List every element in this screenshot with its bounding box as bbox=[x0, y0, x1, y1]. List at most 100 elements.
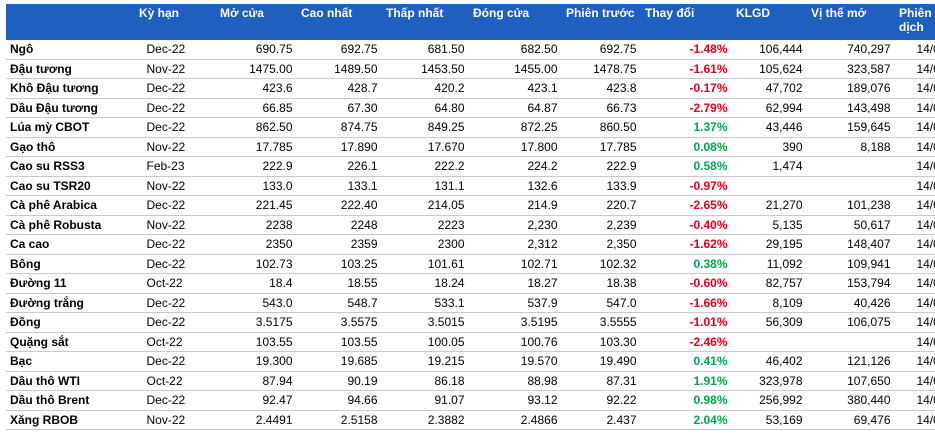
commodity-price-table: Kỳ hạn Mở cửa Cao nhất Thấp nhất Đóng cử… bbox=[6, 4, 935, 430]
cell-close: 224.2 bbox=[468, 156, 562, 177]
cell-low: 214.05 bbox=[381, 195, 469, 216]
cell-open-interest bbox=[806, 332, 895, 352]
cell-trading-date: 14/09/2022 bbox=[894, 332, 935, 352]
cell-close: 2,312 bbox=[468, 234, 562, 255]
cell-volume: 390 bbox=[731, 137, 807, 157]
cell-high: 94.66 bbox=[296, 390, 382, 411]
cell-open-interest: 323,587 bbox=[806, 59, 895, 79]
cell-volume: 21,270 bbox=[731, 195, 807, 216]
cell-close: 100.76 bbox=[468, 332, 562, 352]
cell-close: 19.570 bbox=[468, 351, 562, 372]
cell-high: 428.7 bbox=[296, 78, 382, 99]
cell-trading-date: 14/09/2022 bbox=[894, 137, 935, 157]
cell-open: 18.4 bbox=[215, 273, 297, 294]
table-body: Ngô Dec-22 690.75 692.75 681.50 682.50 692.75-… bbox=[6, 40, 935, 430]
cell-trading-date: 14/09/2022 bbox=[894, 293, 935, 313]
cell-close: 2,230 bbox=[468, 215, 562, 235]
cell-low: 17.670 bbox=[381, 137, 469, 157]
table-row: Bông Dec-22 102.73 103.25 101.61 102.71 102.32… bbox=[6, 254, 935, 274]
cell-term: Dec-22 bbox=[134, 390, 216, 411]
cell-high: 2359 bbox=[296, 234, 382, 255]
table-header: Kỳ hạn Mở cửa Cao nhất Thấp nhất Đóng cử… bbox=[6, 4, 935, 40]
cell-trading-date: 14/09/2022 bbox=[894, 371, 935, 391]
table-row: Lúa mỳ CBOT Dec-22 862.50 874.75 849.25 872.2… bbox=[6, 117, 935, 138]
cell-commodity-name: Bông bbox=[6, 254, 135, 274]
cell-volume: 53,169 bbox=[731, 410, 807, 430]
cell-open: 1475.00 bbox=[215, 59, 297, 79]
header-change: Thay đổi bbox=[640, 4, 732, 40]
cell-low: 91.07 bbox=[381, 390, 469, 411]
cell-open: 690.75 bbox=[215, 40, 297, 60]
cell-commodity-name: Dầu thô Brent bbox=[6, 390, 135, 411]
cell-low: 849.25 bbox=[381, 117, 469, 138]
cell-low: 19.215 bbox=[381, 351, 469, 372]
cell-open-interest bbox=[806, 176, 895, 196]
cell-low: 101.61 bbox=[381, 254, 469, 274]
cell-open-interest: 740,297 bbox=[806, 40, 895, 60]
cell-previous: 66.73 bbox=[561, 98, 641, 118]
cell-previous: 103.30 bbox=[561, 332, 641, 352]
cell-high: 222.40 bbox=[296, 195, 382, 216]
cell-term: Oct-22 bbox=[134, 371, 216, 391]
cell-volume: 43,446 bbox=[731, 117, 807, 138]
cell-close: 132.6 bbox=[468, 176, 562, 196]
cell-volume: 47,702 bbox=[731, 78, 807, 99]
table-row: Cao su RSS3 Feb-23 222.9 226.1 222.2 224.2 222… bbox=[6, 156, 935, 177]
cell-previous: 19.490 bbox=[561, 351, 641, 372]
cell-close: 17.800 bbox=[468, 137, 562, 157]
header-open-interest: Vị thế mở bbox=[806, 4, 895, 40]
cell-change: 0.38% bbox=[640, 254, 732, 274]
cell-trading-date: 14/09/2022 bbox=[894, 195, 935, 216]
cell-commodity-name: Đậu tương bbox=[6, 59, 135, 79]
cell-commodity-name: Ngô bbox=[6, 40, 135, 60]
cell-low: 1453.50 bbox=[381, 59, 469, 79]
cell-high: 226.1 bbox=[296, 156, 382, 177]
cell-low: 420.2 bbox=[381, 78, 469, 99]
cell-trading-date: 14/09/2022 bbox=[894, 254, 935, 274]
cell-trading-date: 14/09/2022 bbox=[894, 351, 935, 372]
cell-change: -1.66% bbox=[640, 293, 732, 313]
cell-trading-date: 14/09/2022 bbox=[894, 40, 935, 60]
cell-high: 19.685 bbox=[296, 351, 382, 372]
cell-trading-date: 14/09/2022 bbox=[894, 98, 935, 118]
cell-trading-date: 14/09/2022 bbox=[894, 117, 935, 138]
table-row: Khô Đậu tương Dec-22 423.6 428.7 420.2 423.1 4… bbox=[6, 78, 935, 99]
header-low: Thấp nhất bbox=[381, 4, 469, 40]
cell-open-interest: 380,440 bbox=[806, 390, 895, 411]
cell-close: 88.98 bbox=[468, 371, 562, 391]
cell-open: 87.94 bbox=[215, 371, 297, 391]
cell-open: 2238 bbox=[215, 215, 297, 235]
cell-term: Dec-22 bbox=[134, 254, 216, 274]
cell-volume: 323,978 bbox=[731, 371, 807, 391]
cell-open-interest: 148,407 bbox=[806, 234, 895, 255]
cell-change: 0.08% bbox=[640, 137, 732, 157]
cell-term: Oct-22 bbox=[134, 332, 216, 352]
table-row: Cà phê Robusta Nov-22 2238 2248 2223 2,230 2,2… bbox=[6, 215, 935, 235]
cell-open: 66.85 bbox=[215, 98, 297, 118]
cell-low: 3.5015 bbox=[381, 312, 469, 333]
cell-commodity-name: Đồng bbox=[6, 312, 135, 333]
cell-term: Dec-22 bbox=[134, 234, 216, 255]
cell-open: 221.45 bbox=[215, 195, 297, 216]
cell-open-interest: 40,426 bbox=[806, 293, 895, 313]
cell-term: Dec-22 bbox=[134, 98, 216, 118]
cell-commodity-name: Dầu Đậu tương bbox=[6, 98, 135, 118]
cell-change: -2.79% bbox=[640, 98, 732, 118]
cell-term: Dec-22 bbox=[134, 312, 216, 333]
cell-previous: 860.50 bbox=[561, 117, 641, 138]
cell-volume: 256,992 bbox=[731, 390, 807, 411]
cell-open-interest: 107,650 bbox=[806, 371, 895, 391]
cell-open-interest: 189,076 bbox=[806, 78, 895, 99]
cell-close: 102.71 bbox=[468, 254, 562, 274]
cell-change: -1.48% bbox=[640, 40, 732, 60]
cell-close: 18.27 bbox=[468, 273, 562, 294]
cell-term: Nov-22 bbox=[134, 137, 216, 157]
cell-previous: 18.38 bbox=[561, 273, 641, 294]
cell-commodity-name: Lúa mỳ CBOT bbox=[6, 117, 135, 138]
cell-change: -0.97% bbox=[640, 176, 732, 196]
cell-close: 3.5195 bbox=[468, 312, 562, 333]
cell-open-interest: 159,645 bbox=[806, 117, 895, 138]
cell-open-interest: 50,617 bbox=[806, 215, 895, 235]
cell-trading-date: 14/09/2022 bbox=[894, 410, 935, 430]
cell-term: Nov-22 bbox=[134, 176, 216, 196]
